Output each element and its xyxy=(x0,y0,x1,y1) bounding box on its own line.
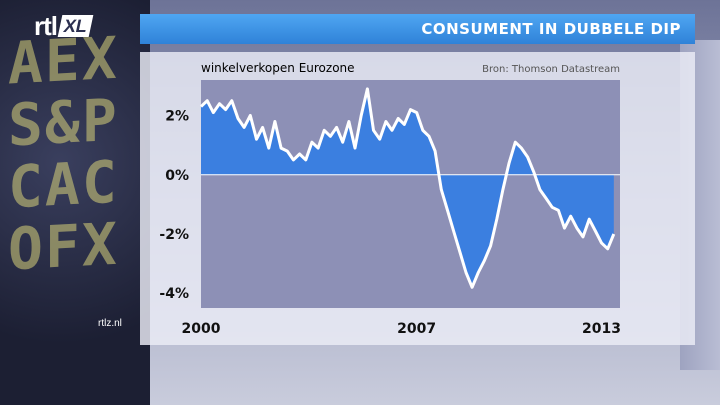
page-title: CONSUMENT IN DUBBELE DIP xyxy=(421,20,681,38)
area-fill xyxy=(201,88,614,288)
watermark-text: rtlz.nl xyxy=(98,318,122,329)
chart-title: winkelverkopen Eurozone xyxy=(201,61,355,75)
chart-source: Bron: Thomson Datastream xyxy=(482,64,620,75)
chart-svg: winkelverkopen Eurozone Bron: Thomson Da… xyxy=(159,61,621,337)
logo-rtl-text: rtl xyxy=(34,10,58,41)
area-layer xyxy=(201,88,614,288)
x-tick-label: 2007 xyxy=(397,321,436,337)
rtl-xl-logo: rtl XL xyxy=(34,10,94,41)
x-axis-ticks: 2000 2007 2013 xyxy=(182,321,621,337)
chart-panel: winkelverkopen Eurozone Bron: Thomson Da… xyxy=(140,52,695,345)
y-tick-label: -2% xyxy=(159,227,189,243)
y-axis-ticks: 2% 0% -2% -4% xyxy=(159,109,189,303)
series-line xyxy=(199,87,616,289)
title-bar: CONSUMENT IN DUBBELE DIP xyxy=(140,14,695,44)
x-tick-label: 2000 xyxy=(182,321,221,337)
y-tick-label: 0% xyxy=(165,168,189,184)
ticker-board-background: AEX S&P CAC OFX xyxy=(0,0,150,405)
x-tick-label: 2013 xyxy=(582,321,621,337)
y-tick-label: -4% xyxy=(159,286,189,302)
ticker-board-decoration: AEX S&P CAC OFX xyxy=(8,23,119,284)
logo-xl-text: XL xyxy=(57,15,94,37)
y-tick-label: 2% xyxy=(165,109,189,125)
